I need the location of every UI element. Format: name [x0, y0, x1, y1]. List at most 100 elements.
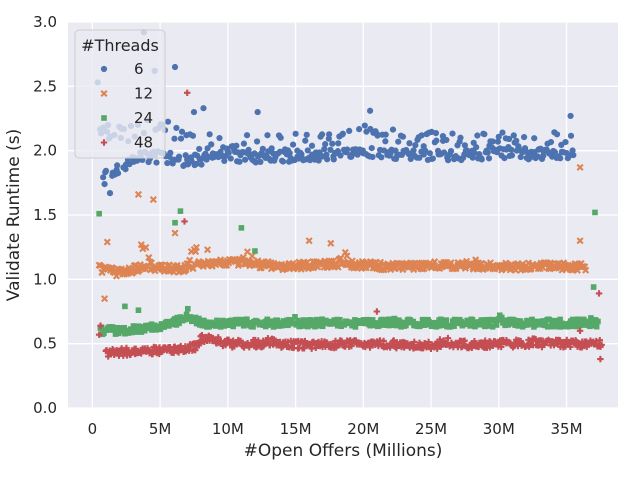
- axis-ticks: 0 5M 10M 15M 20M 25M 30M 35M 0.0 0.5 1.0 1.5 2.0 2.5 3…: [33, 13, 582, 438]
- data-point: [222, 318, 229, 324]
- data-point: [301, 323, 308, 329]
- data-point: [307, 317, 313, 323]
- data-point: [295, 317, 301, 324]
- data-point: [515, 323, 522, 329]
- x-tick-label: 10M: [212, 420, 244, 438]
- data-point: [361, 122, 368, 129]
- data-point: [567, 112, 574, 120]
- data-point: [557, 316, 563, 323]
- data-points: [94, 29, 605, 363]
- data-point: [321, 145, 328, 153]
- data-point: [225, 149, 232, 156]
- data-point: [268, 145, 275, 152]
- data-point: [337, 316, 343, 323]
- data-point: [95, 261, 103, 269]
- data-point: [142, 243, 150, 252]
- data-point: [443, 317, 450, 323]
- data-point: [248, 252, 256, 260]
- data-point: [469, 317, 476, 323]
- data-point: [135, 307, 142, 314]
- data-point: [264, 132, 271, 139]
- data-point: [101, 330, 107, 336]
- data-point: [520, 133, 528, 141]
- data-point: [551, 148, 559, 156]
- data-point: [233, 142, 240, 149]
- data-point: [298, 151, 305, 158]
- data-point: [382, 138, 389, 145]
- data-point: [242, 156, 249, 163]
- data-point: [252, 248, 258, 254]
- data-point: [582, 266, 590, 274]
- data-point: [244, 316, 250, 323]
- data-point: [479, 317, 486, 323]
- data-point: [595, 318, 601, 325]
- data-point: [352, 324, 359, 330]
- data-point: [192, 347, 199, 354]
- data-point: [327, 239, 335, 247]
- data-point: [337, 152, 344, 159]
- data-point: [421, 318, 427, 324]
- data-point: [286, 149, 293, 157]
- data-point: [221, 157, 228, 165]
- data-point: [245, 146, 252, 153]
- data-point: [270, 324, 277, 330]
- x-axis-label: #Open Offers (Millions): [244, 441, 443, 461]
- data-point: [114, 162, 121, 169]
- data-point: [406, 140, 413, 147]
- data-point: [230, 323, 237, 330]
- data-point: [389, 126, 397, 133]
- data-point: [471, 149, 478, 156]
- data-point: [306, 157, 314, 164]
- data-point: [373, 308, 381, 315]
- data-point: [376, 323, 382, 329]
- y-tick-label: 3.0: [33, 13, 57, 31]
- data-point: [505, 135, 513, 143]
- data-point: [374, 132, 381, 139]
- data-point: [236, 158, 243, 165]
- data-point: [101, 181, 108, 188]
- data-point: [517, 153, 524, 161]
- series-24: [96, 208, 601, 338]
- data-point: [192, 243, 200, 251]
- data-point: [573, 323, 580, 330]
- data-point: [305, 237, 313, 245]
- data-point: [461, 142, 469, 149]
- data-point: [433, 345, 441, 352]
- data-point: [389, 322, 396, 329]
- data-point: [418, 132, 425, 139]
- data-point: [303, 131, 310, 138]
- data-point: [473, 144, 480, 151]
- data-point: [341, 322, 348, 328]
- data-point: [448, 323, 454, 330]
- data-point: [171, 135, 178, 142]
- data-point: [437, 343, 444, 350]
- data-point: [432, 130, 440, 137]
- data-point: [478, 156, 485, 163]
- data-point: [576, 237, 584, 245]
- data-point: [451, 323, 457, 329]
- data-point: [513, 137, 520, 144]
- data-point: [130, 324, 137, 331]
- data-point: [193, 160, 200, 168]
- data-point: [365, 316, 371, 323]
- y-tick-label: 0.0: [33, 399, 57, 417]
- data-point: [498, 343, 505, 351]
- data-point: [196, 145, 203, 153]
- data-point: [123, 344, 130, 352]
- data-point: [597, 355, 604, 363]
- data-point: [292, 130, 299, 137]
- y-tick-label: 0.5: [33, 335, 57, 353]
- x-tick-label: 30M: [483, 420, 515, 438]
- data-point: [141, 327, 148, 334]
- data-point: [356, 126, 363, 133]
- data-point: [250, 324, 256, 330]
- data-point: [323, 151, 330, 158]
- data-point: [122, 166, 129, 173]
- data-point: [512, 322, 518, 328]
- data-point: [171, 63, 179, 71]
- data-point: [557, 155, 564, 162]
- data-point: [238, 225, 245, 231]
- data-point: [567, 343, 574, 351]
